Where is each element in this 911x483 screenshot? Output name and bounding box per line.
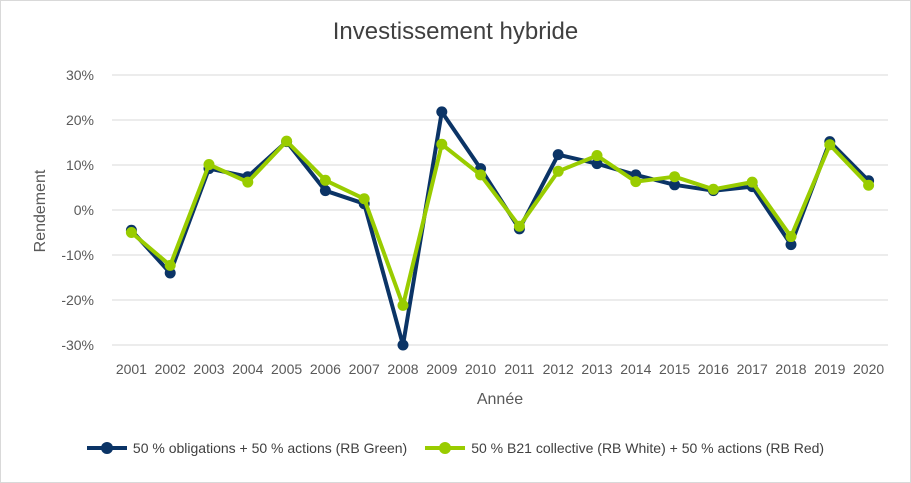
data-point-series-1 (552, 149, 564, 161)
legend-label-series-2: 50 % B21 collective (RB White) + 50 % ac… (471, 440, 825, 456)
x-tick-label: 2010 (465, 361, 496, 377)
data-point-series-1 (319, 185, 331, 197)
y-tick-labels: 30% 20% 10% 0% -10% -20% -30% (61, 67, 94, 353)
chart-title: Investissement hybride (332, 18, 579, 45)
data-point-series-1 (397, 339, 409, 351)
x-tick-label: 2003 (193, 361, 224, 377)
x-tick-label: 2018 (775, 361, 806, 377)
x-tick-label: 2008 (387, 361, 418, 377)
data-point-series-2 (824, 139, 836, 151)
data-point-series-2 (475, 169, 487, 181)
series-line-1 (129, 109, 871, 347)
x-tick-labels: 2001 2002 2003 2004 2005 2006 2007 2008 2009 2010… (116, 361, 885, 377)
y-tick-label: -20% (61, 292, 94, 308)
series-lines (125, 106, 875, 351)
series-line-2 (130, 139, 871, 308)
y-tick-label: 10% (66, 157, 94, 173)
x-tick-label: 2019 (814, 361, 845, 377)
data-point-series-2 (164, 259, 176, 271)
data-point-series-2 (281, 135, 293, 147)
data-point-series-2 (397, 299, 409, 311)
x-tick-label: 2005 (271, 361, 302, 377)
data-point-series-2 (358, 193, 370, 205)
x-axis-label: Année (477, 391, 523, 408)
x-tick-label: 2017 (737, 361, 768, 377)
x-tick-label: 2004 (232, 361, 263, 377)
data-point-series-2 (552, 165, 564, 177)
x-tick-label: 2015 (659, 361, 690, 377)
data-point-series-2 (707, 183, 719, 195)
legend-item-series-2: 50 % B21 collective (RB White) + 50 % ac… (425, 440, 824, 456)
data-point-series-2 (863, 179, 875, 191)
data-point-series-1 (669, 179, 681, 191)
legend-swatch-series-2 (425, 442, 466, 454)
legend-swatch-series-1 (86, 442, 127, 454)
data-point-series-2 (746, 176, 758, 188)
data-point-series-2 (319, 174, 331, 186)
data-point-series-2 (513, 220, 525, 232)
data-point-series-1 (436, 106, 448, 118)
x-tick-label: 2007 (349, 361, 380, 377)
x-tick-label: 2012 (543, 361, 574, 377)
data-point-series-2 (242, 176, 254, 188)
gridlines (112, 74, 888, 346)
x-tick-label: 2006 (310, 361, 341, 377)
y-tick-label: 20% (66, 112, 94, 128)
data-point-series-2 (630, 176, 642, 188)
x-tick-label: 2002 (155, 361, 186, 377)
data-point-series-2 (591, 150, 603, 162)
y-tick-label: 30% (66, 67, 94, 83)
y-axis-label: Rendement (32, 169, 49, 252)
x-tick-label: 2009 (426, 361, 457, 377)
x-tick-label: 2020 (853, 361, 884, 377)
legend: 50 % obligations + 50 % actions (RB Gree… (0, 440, 911, 456)
data-point-series-2 (436, 138, 448, 150)
y-tick-label: 0% (74, 202, 94, 218)
y-tick-label: -10% (61, 247, 94, 263)
x-tick-label: 2014 (620, 361, 651, 377)
data-point-series-2 (125, 227, 137, 238)
data-point-series-2 (785, 231, 797, 243)
x-tick-label: 2013 (581, 361, 612, 377)
legend-item-series-1: 50 % obligations + 50 % actions (RB Gree… (86, 440, 408, 456)
x-tick-label: 2016 (698, 361, 729, 377)
data-point-series-2 (203, 159, 215, 171)
y-tick-label: -30% (61, 337, 94, 353)
x-tick-label: 2011 (504, 361, 534, 377)
data-point-series-1 (164, 267, 176, 279)
x-tick-label: 2001 (116, 361, 147, 377)
legend-label-series-1: 50 % obligations + 50 % actions (RB Gree… (132, 440, 408, 456)
data-point-series-2 (669, 171, 681, 183)
data-point-series-1 (591, 158, 603, 170)
data-point-series-1 (785, 239, 797, 251)
